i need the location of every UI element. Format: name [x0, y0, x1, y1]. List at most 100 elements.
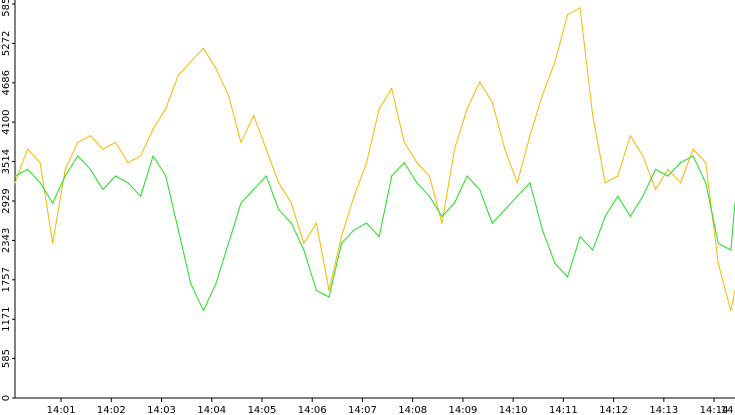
x-tick-label: 14:08 [398, 405, 427, 415]
series-1-point [303, 249, 305, 251]
series-1-point [428, 195, 430, 197]
series-1-point [705, 182, 707, 184]
series-1-point [579, 236, 581, 238]
y-tick-label: 2343 [1, 228, 12, 253]
series-1-point [453, 202, 456, 204]
series-1-point [52, 202, 54, 204]
series-1-point [391, 175, 393, 177]
series-1-point [466, 175, 468, 177]
series-0-point [328, 289, 330, 291]
series-0-point [441, 222, 443, 224]
y-tick-label: 1171 [1, 306, 12, 331]
series-0-point [579, 7, 581, 9]
series-0-point [340, 236, 343, 238]
series-0-point [479, 81, 481, 83]
series-0-point [705, 162, 707, 164]
series-1-point [315, 289, 317, 291]
series-0-point [629, 135, 631, 137]
x-tick-label: 14:11 [549, 405, 578, 415]
series-0-point [290, 202, 292, 204]
series-1-point [114, 175, 117, 177]
series-0-point [315, 222, 317, 224]
series-0-point [303, 242, 305, 244]
series-1-point [529, 182, 531, 184]
x-tick-label: 14:13 [649, 405, 678, 415]
series-1-point [328, 296, 330, 298]
series-1-point [152, 155, 154, 157]
y-tick-label: 4686 [1, 70, 12, 95]
series-0-point [165, 108, 167, 110]
series-0-point [227, 94, 230, 96]
series-0-point [64, 168, 66, 170]
series-1-point [227, 242, 230, 244]
series-0-point [278, 182, 280, 184]
series-1-point [491, 222, 493, 224]
series-0-point [89, 135, 91, 137]
series-1-point [730, 249, 732, 251]
series-0-point [39, 162, 41, 164]
series-1-point [77, 155, 79, 157]
series-1-point [416, 182, 418, 184]
series-1-point [177, 229, 179, 231]
series-0-point [617, 175, 619, 177]
series-0-point [102, 148, 104, 150]
y-tick-label: 585 [1, 349, 12, 368]
series-1-point [366, 222, 368, 224]
series-0-point [127, 162, 129, 164]
y-tick-label: 2929 [1, 188, 12, 213]
series-1-point [592, 249, 594, 251]
series-1-point [240, 202, 242, 204]
series-0-point [642, 155, 644, 157]
series-1-point [27, 168, 29, 170]
series-0-point [215, 67, 217, 69]
y-tick-label: 3514 [1, 149, 12, 174]
series-0-point [27, 148, 29, 150]
series-0-point [353, 195, 355, 197]
series-1-point [667, 175, 669, 177]
series-0-point [604, 182, 606, 184]
x-tick-label: 14:04 [197, 405, 226, 415]
series-1-point [215, 283, 217, 285]
series-1-point [441, 215, 443, 217]
x-tick-label: 14:01 [47, 405, 76, 415]
x-tick-label: 14:05 [248, 405, 277, 415]
series-1-point [642, 195, 644, 197]
x-tick-label: 14:02 [97, 405, 126, 415]
series-0-point [554, 61, 556, 63]
series-1-point [202, 310, 204, 312]
series-0-point [416, 162, 418, 164]
plot-area [14, 7, 735, 312]
series-line-1 [14, 155, 735, 312]
series-1-point [567, 276, 569, 278]
series-1-point [504, 209, 506, 211]
series-0-point [567, 14, 569, 16]
series-0-point [667, 168, 669, 170]
x-tick-label: 14:06 [298, 405, 327, 415]
series-0-point [14, 182, 16, 184]
series-0-point [152, 128, 154, 130]
series-0-point [378, 108, 380, 110]
x-tick-label: 14:10 [499, 405, 528, 415]
series-1-point [165, 175, 167, 177]
series-1-point [265, 175, 267, 177]
series-0-point [717, 262, 719, 265]
series-0-point [366, 162, 368, 164]
series-1-point [64, 175, 66, 177]
series-1-point [140, 195, 142, 197]
y-tick-label: 5858 [1, 0, 12, 17]
y-axis: 0 585 1171 1757 2343 2929 3514 4100 4686 5272 5858 [1, 0, 16, 401]
series-0-point [391, 88, 393, 90]
series-0-point [140, 155, 142, 157]
series-0-point [202, 47, 204, 49]
series-0-point [504, 148, 506, 150]
series-0-point [730, 310, 732, 312]
series-1-point [541, 229, 544, 231]
series-0-point [680, 182, 682, 184]
series-1-point [290, 222, 292, 224]
series-1-point [190, 283, 192, 285]
series-1-point [102, 188, 104, 191]
series-0-point [403, 141, 405, 143]
series-1-point [89, 168, 91, 170]
series-1-point [340, 242, 343, 244]
